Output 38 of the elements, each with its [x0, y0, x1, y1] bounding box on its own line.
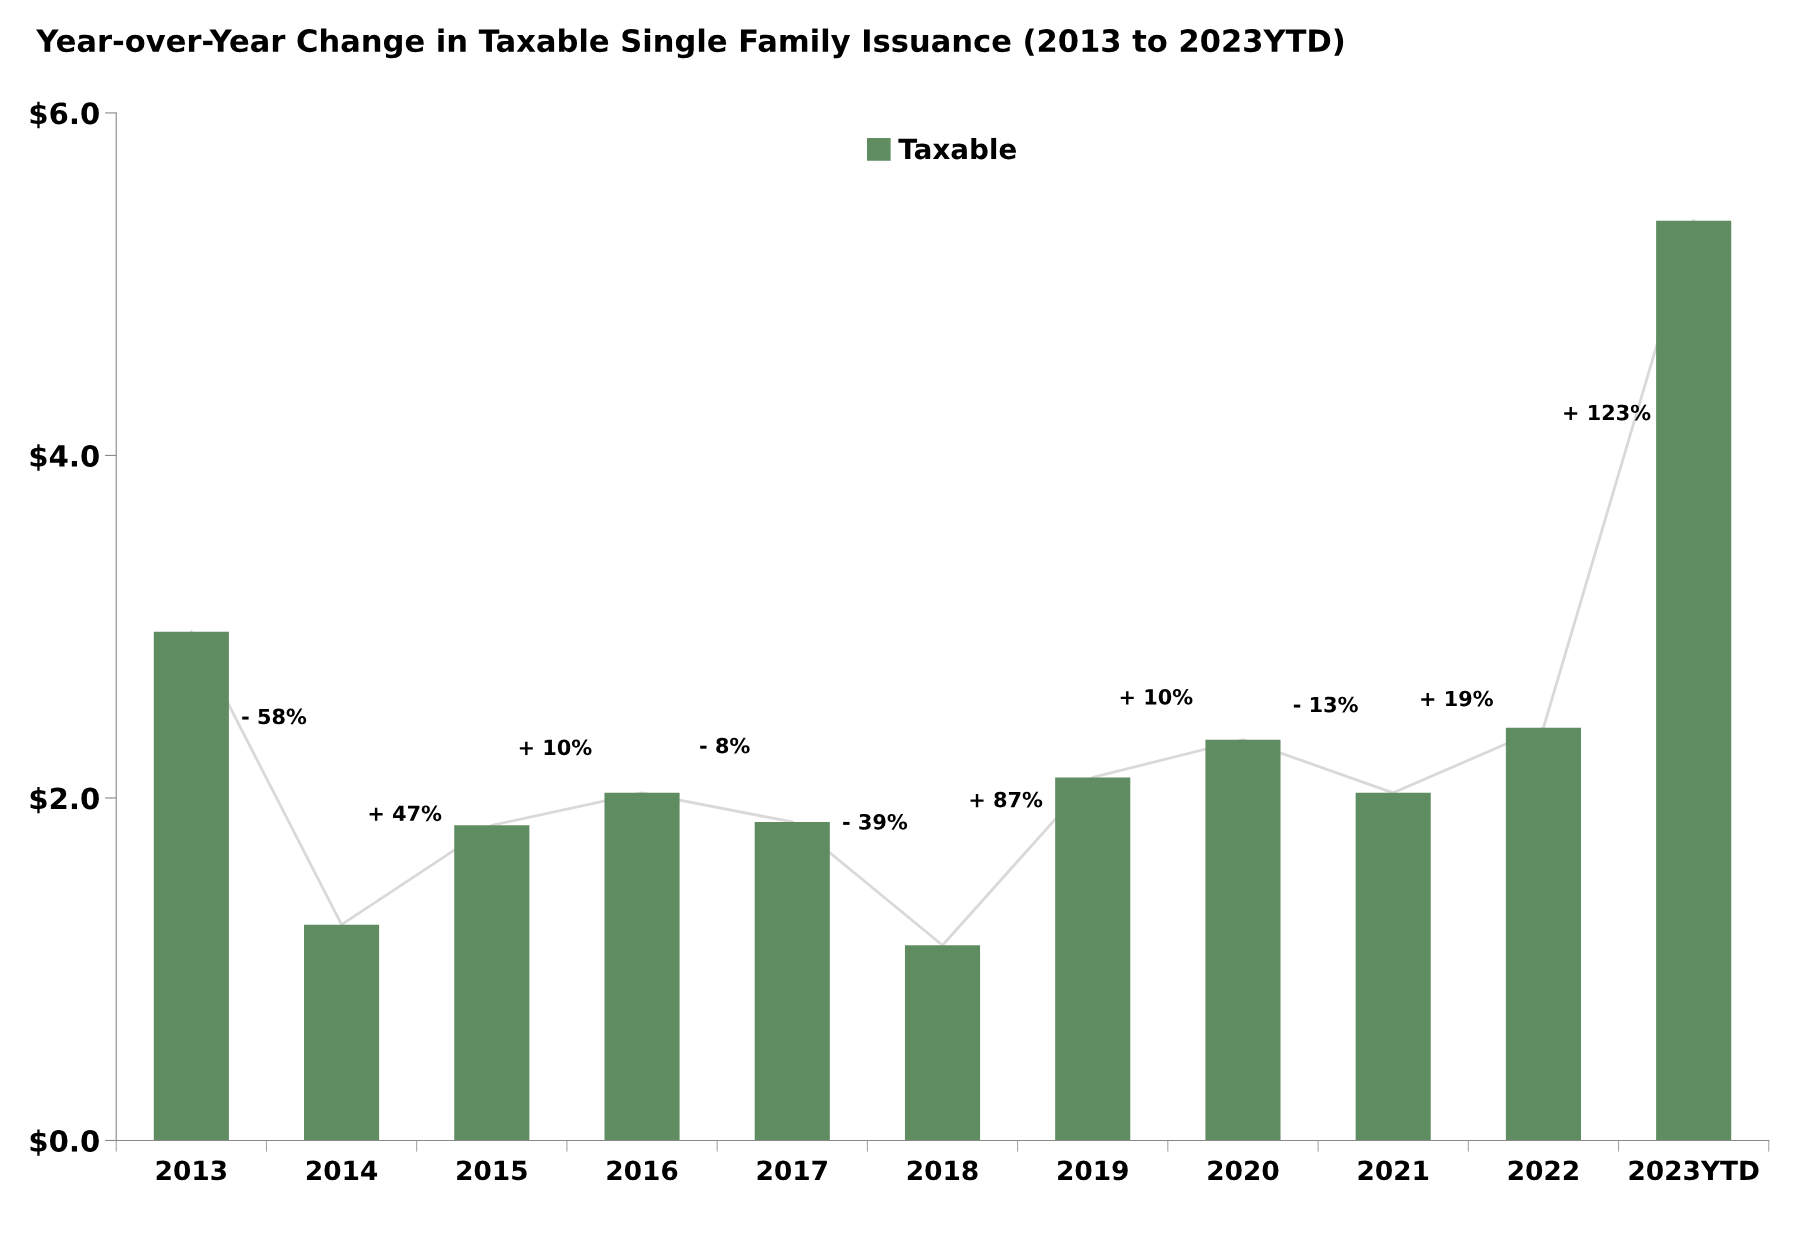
annotation: - 58%	[242, 708, 307, 725]
bar	[754, 821, 830, 1141]
legend-label: Taxable	[898, 137, 1016, 160]
y-tick-label: $4.0	[30, 444, 99, 471]
annotation: + 123%	[1564, 404, 1651, 421]
chart-title: Year-over-Year Change in Taxable Single Family Issuance (2013 to 2023YTD)	[36, 28, 1344, 59]
x-tick-label: 2020	[1208, 1160, 1279, 1181]
y-tick-label: $0.0	[30, 1129, 99, 1156]
bar	[153, 631, 229, 1141]
x-tick-label: 2014	[306, 1160, 378, 1181]
bar	[1505, 727, 1581, 1141]
bar	[1656, 220, 1732, 1141]
bar	[1055, 777, 1131, 1141]
x-tick-label: 2021	[1358, 1160, 1429, 1181]
annotation: + 10%	[519, 739, 592, 756]
x-tick-label: 2013	[156, 1160, 226, 1181]
x-tick-label: 2015	[457, 1160, 527, 1181]
bar	[904, 945, 981, 1141]
annotation: - 8%	[700, 737, 750, 754]
x-tick-label: 2017	[757, 1160, 827, 1181]
annotation: + 47%	[369, 805, 442, 822]
x-tick-label: 2022	[1508, 1160, 1578, 1181]
annotation: - 13%	[1293, 696, 1358, 713]
y-tick-label: $2.0	[30, 786, 99, 814]
bar	[304, 924, 380, 1141]
y-tick-label: $6.0	[30, 101, 99, 129]
x-tick-label: 2018	[907, 1160, 978, 1181]
x-tick-label: 2023YTD	[1629, 1160, 1759, 1181]
annotation: + 10%	[1120, 688, 1193, 705]
bar	[454, 825, 530, 1141]
x-tick-label: 2016	[607, 1160, 678, 1181]
bar	[604, 792, 680, 1141]
annotation: + 19%	[1421, 690, 1493, 707]
x-tick-label: 2019	[1058, 1160, 1128, 1181]
annotation: + 87%	[970, 791, 1043, 808]
bar	[1205, 739, 1281, 1141]
annotation: - 39%	[843, 813, 908, 830]
bar	[1355, 792, 1431, 1141]
